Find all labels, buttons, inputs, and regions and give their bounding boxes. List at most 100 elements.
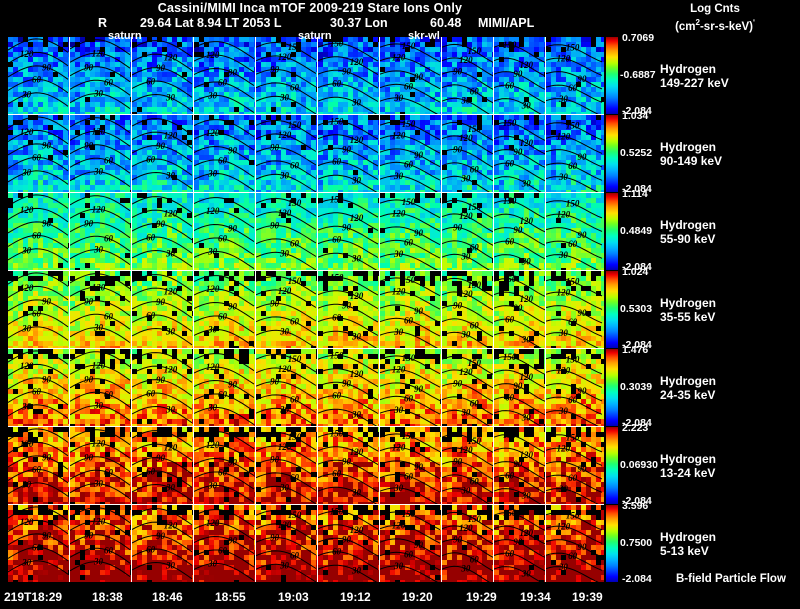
energy-range: 149-227 keV xyxy=(660,76,729,90)
spectrogram-segment[interactable] xyxy=(194,115,256,192)
spectrogram-segment[interactable] xyxy=(494,505,546,582)
spectrogram-segment[interactable] xyxy=(380,115,442,192)
spectrogram-segment[interactable] xyxy=(256,505,318,582)
spectrogram-segment[interactable] xyxy=(546,349,604,426)
colorbar-mid-value: 0.5303 xyxy=(620,303,652,315)
spectrogram-segment[interactable] xyxy=(132,115,194,192)
spectrogram-segment[interactable] xyxy=(8,427,70,504)
spectrogram-panel[interactable]: 30 60 90 120 30 60 90 120 30 60 90 120 30 60 90 120 30 60… xyxy=(8,37,604,114)
spectrogram-segment[interactable] xyxy=(70,37,132,114)
header-param-4: MIMI/APL xyxy=(478,16,534,30)
spectrogram-segment[interactable] xyxy=(132,505,194,582)
energy-range: 13-24 keV xyxy=(660,466,716,480)
spectrogram-segment[interactable] xyxy=(442,37,494,114)
segment-divider xyxy=(69,505,70,582)
segment-divider xyxy=(493,37,494,114)
spectrogram-segment[interactable] xyxy=(318,505,380,582)
spectrogram-segment[interactable] xyxy=(318,115,380,192)
spectrogram-segment[interactable] xyxy=(256,115,318,192)
spectrogram-segment[interactable] xyxy=(546,193,604,270)
spectrogram-segment[interactable] xyxy=(442,115,494,192)
spectrogram-segment[interactable] xyxy=(494,193,546,270)
spectrogram-segment[interactable] xyxy=(132,427,194,504)
spectrogram-segment[interactable] xyxy=(256,193,318,270)
spectrogram-segment[interactable] xyxy=(194,271,256,348)
spectrogram-segment[interactable] xyxy=(70,505,132,582)
spectrogram-segment[interactable] xyxy=(194,349,256,426)
spectrogram-segment[interactable] xyxy=(8,349,70,426)
spectrogram-segment[interactable] xyxy=(318,37,380,114)
segment-divider xyxy=(255,271,256,348)
spectrogram-segment[interactable] xyxy=(318,349,380,426)
spectrogram-segment[interactable] xyxy=(546,271,604,348)
spectrogram-segment[interactable] xyxy=(380,193,442,270)
segment-divider xyxy=(69,193,70,270)
spectrogram-segment[interactable] xyxy=(494,115,546,192)
spectrogram-segment[interactable] xyxy=(442,349,494,426)
segment-divider xyxy=(255,37,256,114)
spectrogram-segment[interactable] xyxy=(380,349,442,426)
energy-range: 5-13 keV xyxy=(660,544,716,558)
spectrogram-segment[interactable] xyxy=(132,349,194,426)
spectrogram-segment[interactable] xyxy=(256,349,318,426)
spectrogram-stack[interactable]: 30 60 90 120 30 60 90 120 30 60 90 120 30 60 90 120 30 60… xyxy=(8,37,604,588)
spectrogram-segment[interactable] xyxy=(318,193,380,270)
spectrogram-segment[interactable] xyxy=(70,349,132,426)
colorbar-max-value: 2.223 xyxy=(622,422,648,434)
spectrogram-segment[interactable] xyxy=(318,427,380,504)
colorbar-min-value: -2.084 xyxy=(622,183,652,195)
spectrogram-segment[interactable] xyxy=(494,427,546,504)
spectrogram-segment[interactable] xyxy=(442,505,494,582)
segment-divider xyxy=(379,115,380,192)
spectrogram-segment[interactable] xyxy=(132,193,194,270)
spectrogram-panel[interactable]: 30 60 90 120 30 60 90 120 30 60 90 120 30 60 90 120 30 60… xyxy=(8,427,604,504)
colorbar xyxy=(606,349,618,426)
spectrogram-segment[interactable] xyxy=(546,115,604,192)
spectrogram-segment[interactable] xyxy=(442,271,494,348)
spectrogram-segment[interactable] xyxy=(132,37,194,114)
spectrogram-segment[interactable] xyxy=(380,37,442,114)
spectrogram-segment[interactable] xyxy=(132,271,194,348)
spectrogram-segment[interactable] xyxy=(318,271,380,348)
spectrogram-segment[interactable] xyxy=(494,37,546,114)
spectrogram-segment[interactable] xyxy=(70,193,132,270)
colorbar-max-value: 1.034 xyxy=(622,110,648,122)
spectrogram-segment[interactable] xyxy=(380,271,442,348)
spectrogram-segment[interactable] xyxy=(546,37,604,114)
spectrogram-segment[interactable] xyxy=(494,271,546,348)
spectrogram-segment[interactable] xyxy=(70,115,132,192)
spectrogram-segment[interactable] xyxy=(256,271,318,348)
spectrogram-segment[interactable] xyxy=(380,505,442,582)
spectrogram-segment[interactable] xyxy=(442,427,494,504)
spectrogram-segment[interactable] xyxy=(8,271,70,348)
spectrogram-panel[interactable]: 30 60 90 120 30 60 90 120 30 60 90 120 30 60 90 120 30 60… xyxy=(8,193,604,270)
segment-divider xyxy=(69,271,70,348)
spectrogram-segment[interactable] xyxy=(546,505,604,582)
spectrogram-segment[interactable] xyxy=(8,505,70,582)
spectrogram-segment[interactable] xyxy=(8,37,70,114)
spectrogram-segment[interactable] xyxy=(256,37,318,114)
spectrogram-panel[interactable]: 30 60 90 120 30 60 90 120 30 60 90 120 30 60 90 120 30 60… xyxy=(8,505,604,582)
spectrogram-segment[interactable] xyxy=(70,271,132,348)
spectrogram-segment[interactable] xyxy=(256,427,318,504)
spectrogram-panel[interactable]: 30 60 90 120 30 60 90 120 30 60 90 120 30 60 90 120 30 60… xyxy=(8,349,604,426)
spectrogram-segment[interactable] xyxy=(494,349,546,426)
spectrogram-segment[interactable] xyxy=(194,427,256,504)
spectrogram-segment[interactable] xyxy=(194,193,256,270)
segment-divider xyxy=(379,193,380,270)
energy-range: 24-35 keV xyxy=(660,388,716,402)
spectrogram-segment[interactable] xyxy=(194,37,256,114)
spectrogram-panel[interactable]: 30 60 90 120 30 60 90 120 30 60 90 120 30 60 90 120 30 60… xyxy=(8,271,604,348)
spectrogram-segment[interactable] xyxy=(194,505,256,582)
spectrogram-segment[interactable] xyxy=(70,427,132,504)
spectrogram-segment[interactable] xyxy=(442,193,494,270)
segment-divider xyxy=(193,271,194,348)
spectrogram-segment[interactable] xyxy=(8,193,70,270)
panel-divider xyxy=(8,192,604,193)
spectrogram-segment[interactable] xyxy=(8,115,70,192)
spectrogram-segment[interactable] xyxy=(380,427,442,504)
spectrogram-segment[interactable] xyxy=(546,427,604,504)
spectrogram-panel[interactable]: 30 60 90 120 30 60 90 120 30 60 90 120 30 60 90 120 30 60… xyxy=(8,115,604,192)
panel-divider xyxy=(8,426,604,427)
species-name: Hydrogen xyxy=(660,374,716,388)
